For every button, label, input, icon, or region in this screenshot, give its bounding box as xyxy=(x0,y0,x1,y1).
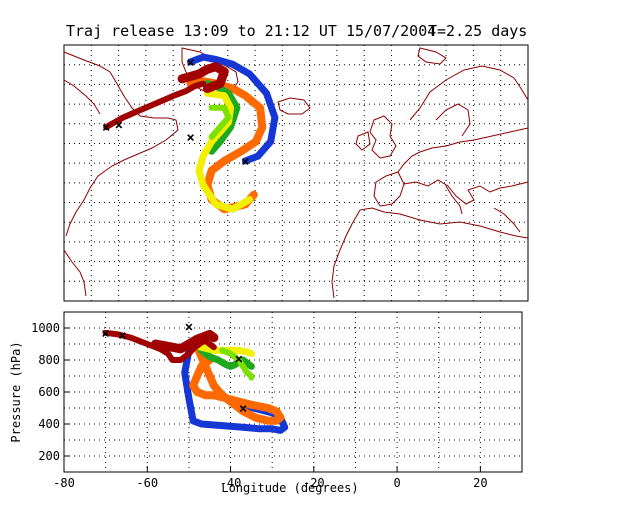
britain-coast xyxy=(369,115,397,159)
map-frame xyxy=(63,44,529,302)
x-tick-label: -80 xyxy=(53,476,75,490)
map-trajectory-darkred xyxy=(103,80,207,131)
pressure-series-lime xyxy=(219,347,255,381)
hudson-coast xyxy=(63,79,101,115)
y-tick-label: 400 xyxy=(38,417,60,431)
chart-title: Traj release 13:09 to 21:12 UT 15/07/200… xyxy=(66,22,436,40)
pressure-marker: × xyxy=(118,328,126,344)
scandinavia-coast xyxy=(409,65,529,121)
x-axis-label: Longitude (degrees) xyxy=(221,481,358,495)
map-panel: × × × × × xyxy=(63,44,529,302)
pressure-marker: × xyxy=(185,319,193,335)
mediterranean-north-coast xyxy=(403,179,529,205)
iberia-coast xyxy=(373,171,405,207)
pressure-series-darkred xyxy=(151,329,219,354)
y-tick-label: 600 xyxy=(38,385,60,399)
map-marker: × xyxy=(186,55,194,71)
chart-title-suffix: T=2.25 days xyxy=(428,22,527,40)
map-marker: × xyxy=(186,130,194,146)
africa-north-coast xyxy=(359,207,529,239)
pressure-panel: -80 -60 -40 -20 0 20 200 400 600 800 1000 × × × × × Lo… xyxy=(9,311,523,495)
map-marker: × xyxy=(102,120,110,136)
italy-coast xyxy=(445,185,463,215)
pressure-marker: × xyxy=(239,401,247,417)
svalbard-coast xyxy=(417,47,447,65)
europe-north-coast xyxy=(397,127,529,173)
pressure-trajectories: × × × × × xyxy=(101,319,289,434)
y-tick-label: 1000 xyxy=(31,321,60,335)
coastlines xyxy=(63,47,529,299)
map-marker: × xyxy=(241,154,249,170)
pressure-ticks: -80 -60 -40 -20 0 20 200 400 600 800 1000 xyxy=(31,321,487,490)
x-tick-label: 20 xyxy=(473,476,487,490)
map-trajectory-blue xyxy=(187,53,279,165)
north-america-coast xyxy=(63,51,179,237)
baltic-coast xyxy=(435,103,471,137)
africa-west-coast xyxy=(331,209,361,299)
x-tick-label: 0 xyxy=(393,476,400,490)
map-trajectory-yellow xyxy=(195,89,254,213)
y-axis-label: Pressure (hPa) xyxy=(9,341,23,442)
ireland-coast xyxy=(355,131,371,151)
map-trajectory-darkred xyxy=(177,62,229,93)
pressure-marker: × xyxy=(101,326,109,342)
greece-coast xyxy=(493,207,521,233)
pressure-marker: × xyxy=(235,351,243,367)
x-tick-label: -60 xyxy=(136,476,158,490)
pressure-series-green xyxy=(197,346,255,370)
pressure-series-orange xyxy=(189,343,285,425)
map-trajectory-lime xyxy=(208,104,232,140)
x-tick-label: -20 xyxy=(303,476,325,490)
map-trajectories: × × × × × xyxy=(102,53,279,214)
iceland-coast xyxy=(277,97,311,115)
map-marker: × xyxy=(115,118,123,134)
y-tick-label: 800 xyxy=(38,353,60,367)
florida-coast xyxy=(63,249,87,297)
y-tick-label: 200 xyxy=(38,449,60,463)
x-tick-label: -40 xyxy=(220,476,242,490)
